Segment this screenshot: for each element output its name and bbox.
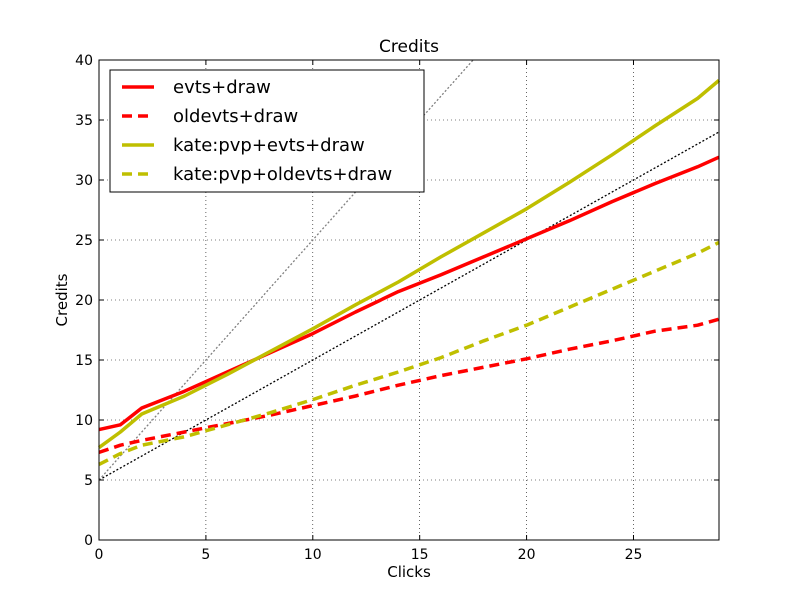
- x-tick-label: 20: [518, 547, 536, 563]
- y-tick-label: 10: [75, 413, 93, 429]
- x-tick-label: 5: [201, 547, 210, 563]
- y-tick-label: 25: [75, 233, 93, 249]
- series-line-1: [98, 317, 720, 455]
- axis-ticks: 0 5 10 15 20 25 0 5 10 15 20 25 30 35 40: [75, 53, 719, 563]
- legend-label-2: kate:pvp+evts+draw: [173, 135, 365, 156]
- x-tick-label: 0: [95, 547, 104, 563]
- legend: evts+draw oldevts+draw kate:pvp+evts+draw k…: [109, 69, 425, 193]
- y-tick-label: 20: [75, 293, 93, 309]
- chart-title: Credits: [379, 37, 439, 57]
- y-tick-label: 5: [84, 473, 93, 489]
- y-tick-label: 30: [75, 173, 93, 189]
- reference-line: [98, 131, 720, 481]
- x-tick-label: 25: [625, 547, 643, 563]
- series-lines: [97, 79, 721, 466]
- y-axis-label: Credits: [53, 273, 71, 326]
- y-tick-label: 0: [84, 533, 93, 549]
- legend-label-0: evts+draw: [173, 77, 271, 98]
- series-line-3: [98, 240, 720, 466]
- x-tick-label: 10: [304, 547, 322, 563]
- series-line-0: [98, 155, 720, 432]
- x-axis-label: Clicks: [387, 563, 431, 581]
- y-tick-label: 40: [75, 53, 93, 69]
- legend-label-1: oldevts+draw: [173, 106, 298, 127]
- legend-label-3: kate:pvp+oldevts+draw: [173, 164, 392, 185]
- y-tick-label: 15: [75, 353, 93, 369]
- x-tick-label: 15: [411, 547, 429, 563]
- legend-box: [109, 69, 425, 193]
- series-line-2: [97, 79, 721, 450]
- y-tick-label: 35: [75, 113, 93, 129]
